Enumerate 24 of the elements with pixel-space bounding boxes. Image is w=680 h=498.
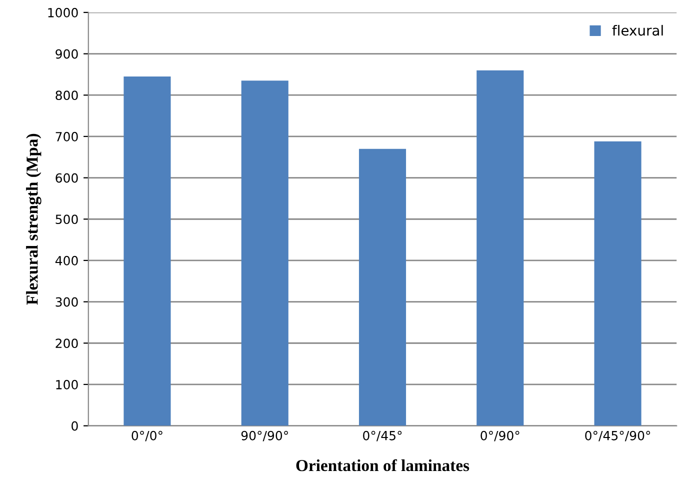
y-tick-label: 700 bbox=[56, 132, 78, 142]
y-tick-label: 0 bbox=[72, 421, 78, 431]
bar bbox=[358, 148, 406, 426]
x-tick-label: 0°/45°/90° bbox=[585, 430, 650, 442]
y-tick-label: 600 bbox=[56, 173, 78, 183]
bar bbox=[124, 76, 171, 426]
y-axis-title: Flexural strength (Mpa) bbox=[26, 134, 42, 305]
y-tick-label: 100 bbox=[56, 380, 78, 390]
y-tick-label: 900 bbox=[56, 49, 78, 59]
y-tick-label: 200 bbox=[56, 338, 78, 348]
x-tick-label: 0°/0° bbox=[132, 430, 162, 442]
y-tick-label: 800 bbox=[56, 90, 78, 100]
legend-label: flexural bbox=[612, 24, 663, 36]
y-tick-label: 1000 bbox=[48, 8, 78, 18]
x-axis-title: Orientation of laminates bbox=[296, 459, 470, 472]
bar bbox=[476, 70, 524, 426]
y-tick-label: 400 bbox=[55, 256, 78, 266]
bar bbox=[594, 141, 642, 426]
bar bbox=[241, 80, 288, 426]
x-tick-label: 90°/90° bbox=[241, 430, 288, 442]
x-tick-label: 0°/90° bbox=[480, 430, 520, 442]
y-tick-label: 500 bbox=[56, 214, 78, 224]
y-tick-label: 300 bbox=[56, 297, 78, 307]
x-tick-label: 0°/45° bbox=[363, 430, 402, 442]
